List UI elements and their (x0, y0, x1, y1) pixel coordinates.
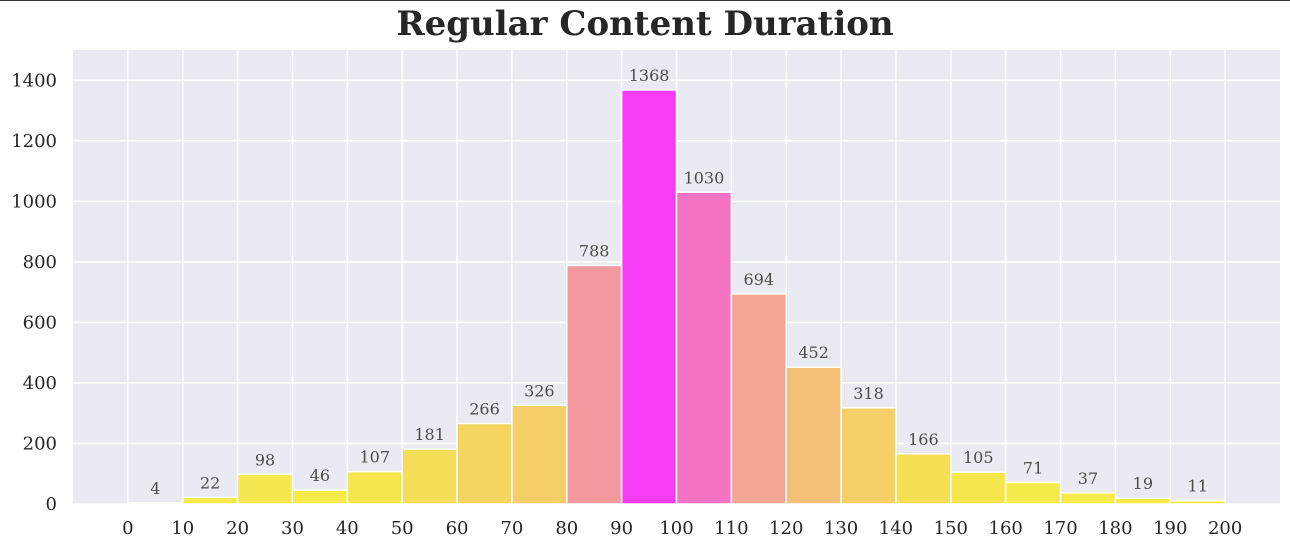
histogram-bar (1004, 481, 1062, 505)
bar-value-label: 326 (524, 381, 555, 400)
histogram-bar (895, 453, 952, 505)
bar-value-label: 266 (469, 399, 500, 418)
bar-value-label: 46 (310, 466, 330, 485)
bar-value-label: 452 (798, 343, 829, 362)
bar-value-label: 166 (908, 430, 939, 449)
histogram-bar (236, 473, 294, 505)
histogram-bar (291, 489, 349, 505)
x-tick-label: 10 (171, 518, 194, 539)
x-tick-label: 140 (879, 518, 913, 539)
x-tick-label: 110 (714, 518, 748, 539)
y-tick-label: 1400 (11, 70, 57, 91)
histogram-bar (950, 471, 1007, 505)
bar-value-label: 22 (200, 473, 220, 492)
x-tick-label: 70 (500, 518, 523, 539)
x-tick-label: 20 (226, 518, 249, 539)
bar-value-label: 318 (853, 384, 884, 403)
bar-value-label: 788 (579, 241, 610, 260)
bar-value-label: 19 (1133, 474, 1153, 493)
bar-value-label: 98 (255, 450, 275, 469)
y-tick-label: 600 (23, 312, 57, 333)
histogram-bar (181, 496, 239, 505)
histogram-bar (456, 422, 513, 505)
histogram-bar (127, 502, 184, 505)
x-tick-label: 90 (610, 518, 633, 539)
x-tick-label: 100 (659, 518, 693, 539)
x-tick-label: 30 (281, 518, 304, 539)
x-tick-label: 120 (769, 518, 803, 539)
bar-value-label: 105 (963, 448, 994, 467)
histogram-bar (730, 293, 787, 505)
x-tick-label: 150 (934, 518, 968, 539)
x-tick-label: 190 (1153, 518, 1187, 539)
top-border (0, 0, 1290, 1)
chart-title: Regular Content Duration (396, 4, 894, 44)
x-tick-label: 0 (122, 518, 133, 539)
bar-value-label: 694 (744, 270, 775, 289)
y-tick-label: 1200 (11, 131, 57, 152)
x-tick-label: 80 (555, 518, 578, 539)
x-tick-label: 130 (824, 518, 858, 539)
histogram-bar (1059, 492, 1117, 505)
bar-value-label: 107 (359, 448, 390, 467)
y-tick-label: 200 (23, 433, 57, 454)
bar-value-label: 37 (1078, 469, 1098, 488)
histogram-bar (1169, 499, 1226, 505)
bar-value-label: 71 (1023, 459, 1043, 478)
y-tick-label: 800 (23, 252, 57, 273)
histogram-bar (511, 404, 568, 505)
x-tick-label: 60 (446, 518, 469, 539)
histogram-bar (675, 191, 733, 505)
histogram-bar (785, 366, 842, 505)
x-tick-label: 50 (391, 518, 414, 539)
histogram-bar (1114, 497, 1172, 505)
x-tick-label: 200 (1208, 518, 1242, 539)
x-tick-label: 170 (1043, 518, 1077, 539)
y-tick-label: 0 (46, 494, 57, 515)
y-tick-label: 1000 (11, 191, 57, 212)
x-tick-label: 180 (1098, 518, 1132, 539)
y-tick-label: 400 (23, 373, 57, 394)
histogram-bar (566, 264, 623, 505)
x-tick-label: 160 (989, 518, 1023, 539)
histogram-bar (620, 89, 678, 505)
bar-value-label: 11 (1188, 477, 1208, 496)
histogram-bar (401, 448, 458, 505)
x-tick-label: 40 (336, 518, 359, 539)
histogram-bar (346, 470, 403, 505)
bar-value-label: 4 (150, 479, 160, 498)
bar-value-label: 1368 (629, 66, 670, 85)
bar-value-label: 1030 (684, 168, 725, 187)
histogram-bar (840, 407, 897, 505)
bar-value-label: 181 (414, 425, 445, 444)
